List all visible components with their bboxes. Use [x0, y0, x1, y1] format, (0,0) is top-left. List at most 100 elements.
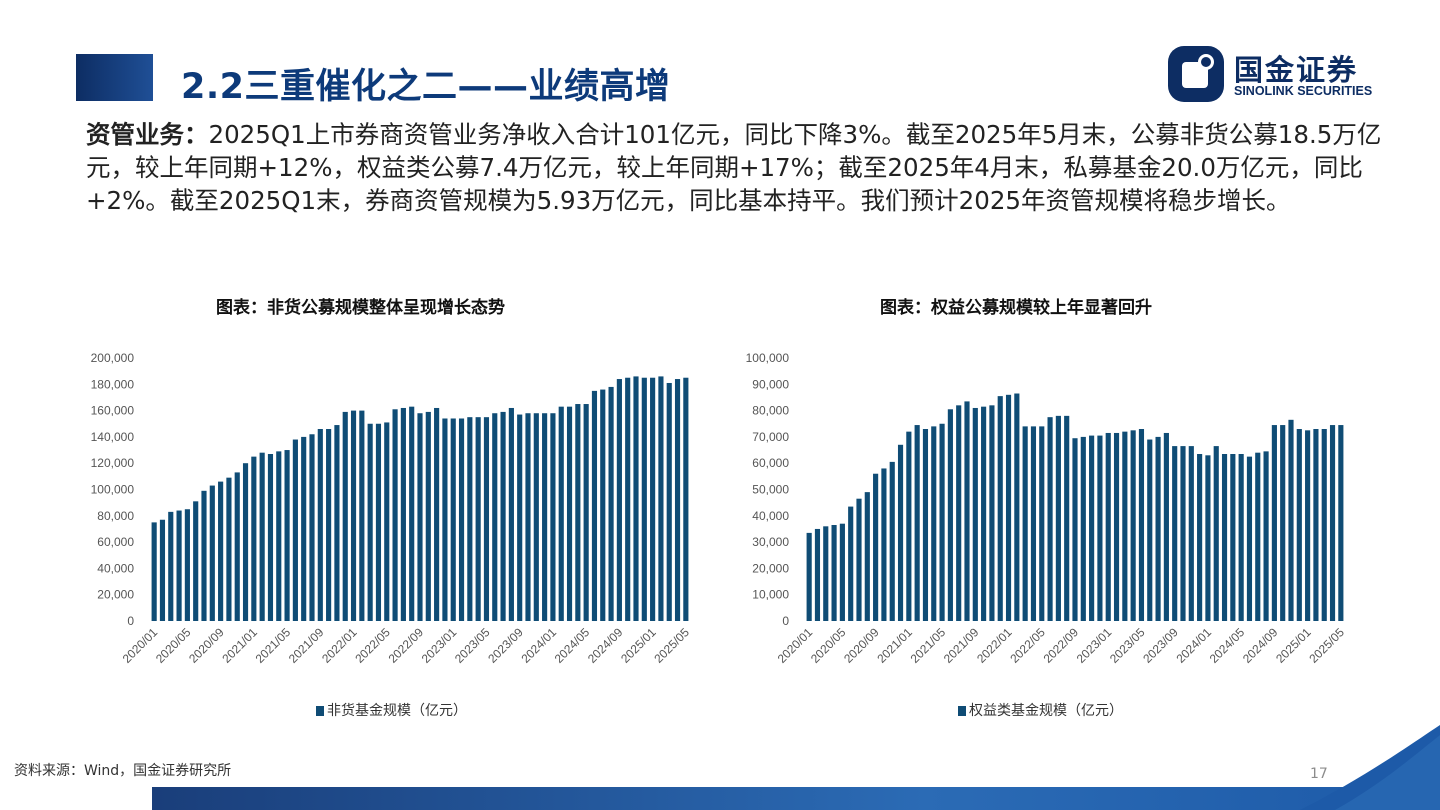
y-tick-label: 90,000: [752, 377, 789, 391]
y-tick-label: 40,000: [752, 509, 789, 523]
chart-bar: [251, 456, 257, 622]
chart-bar: [292, 439, 298, 621]
chart-bar: [475, 417, 481, 621]
chart-bar: [1263, 451, 1269, 621]
chart-bar: [1030, 426, 1037, 621]
chart-bar: [566, 406, 573, 621]
chart-bar: [1280, 425, 1286, 621]
chart-bar: [1047, 417, 1053, 621]
chart-bar: [1296, 429, 1302, 621]
chart-bar: [964, 401, 970, 621]
x-tick-label: 2021/09: [286, 625, 327, 666]
chart-bar: [276, 451, 282, 621]
x-tick-label: 2024/01: [518, 625, 559, 666]
chart-bar: [168, 511, 174, 621]
x-tick-label: 2025/01: [618, 625, 659, 666]
title-accent-bar: [76, 54, 153, 101]
chart-bar: [1180, 446, 1186, 621]
chart-bar: [1271, 425, 1277, 621]
chart-title-right: 图表：权益公募规模较上年显著回升: [880, 298, 1152, 318]
chart-bar: [326, 429, 332, 621]
chart-bar: [301, 436, 307, 621]
body-lead: 资管业务：: [86, 120, 209, 149]
chart-bar: [209, 485, 215, 621]
chart-bar: [492, 413, 498, 621]
x-tick-label: 2021/05: [908, 625, 949, 666]
x-tick-label: 2025/05: [651, 625, 692, 666]
chart-bar: [814, 528, 821, 621]
chart-bar: [409, 406, 415, 621]
y-tick-label: 100,000: [746, 351, 790, 365]
chart-bar: [1246, 456, 1253, 622]
x-tick-label: 2024/09: [585, 625, 626, 666]
chart-bar: [989, 405, 995, 621]
chart-bar: [1039, 426, 1045, 621]
chart-bar: [1138, 429, 1145, 621]
body-content: 2025Q1上市券商资管业务净收入合计101亿元，同比下降3%。截至2025年5…: [86, 120, 1382, 215]
chart-bar: [956, 405, 962, 621]
chart-bar: [434, 407, 440, 621]
legend-label: 权益类基金规模（亿元）: [969, 703, 1123, 719]
chart-bar: [650, 377, 656, 621]
legend-left: 非货基金规模（亿元）: [316, 700, 467, 720]
x-tick-label: 2023/05: [452, 625, 493, 666]
chart-bar: [1064, 415, 1070, 621]
chart-bar: [309, 434, 315, 621]
x-tick-label: 2023/01: [419, 625, 460, 666]
chart-bar: [442, 418, 448, 621]
chart-bar: [1097, 435, 1103, 621]
chart-title-left: 图表：非货公募规模整体呈现增长态势: [216, 298, 505, 318]
legend-label: 非货基金规模（亿元）: [327, 703, 467, 719]
x-tick-label: 2020/09: [186, 625, 227, 666]
chart-bar: [575, 404, 581, 621]
x-tick-label: 2020/05: [153, 625, 194, 666]
y-tick-label: 20,000: [752, 561, 789, 575]
chart-bar: [1288, 419, 1294, 621]
y-tick-label: 100,000: [91, 483, 135, 497]
y-tick-label: 80,000: [752, 404, 789, 418]
x-tick-label: 2021/01: [219, 625, 260, 666]
chart-bar: [508, 407, 514, 621]
chart-bar: [1122, 431, 1128, 621]
chart-bar: [1221, 454, 1228, 621]
chart-bar: [591, 390, 598, 622]
chart-bar: [600, 389, 606, 621]
legend-right: 权益类基金规模（亿元）: [958, 700, 1123, 720]
chart-bar: [914, 425, 920, 621]
x-tick-label: 2023/09: [1140, 625, 1181, 666]
chart-bar: [1089, 435, 1095, 621]
chart-bar: [1130, 430, 1136, 621]
y-tick-label: 60,000: [752, 456, 789, 470]
chart-bar: [375, 423, 382, 621]
logo-text-en: SINOLINK SECURITIES: [1234, 84, 1373, 98]
x-tick-label: 2024/01: [1173, 625, 1214, 666]
x-tick-label: 2023/05: [1107, 625, 1148, 666]
x-tick-label: 2020/01: [775, 625, 816, 666]
chart-bar: [658, 376, 664, 621]
chart-bar: [1213, 446, 1219, 621]
chart-bar: [417, 413, 423, 621]
chart-bar: [1005, 394, 1012, 621]
chart-bar: [831, 525, 837, 621]
sinolink-logo-icon: [1168, 46, 1224, 102]
chart-bar: [350, 410, 357, 621]
chart-bar: [889, 461, 895, 621]
chart-bar: [517, 414, 523, 621]
chart-bar: [633, 376, 639, 621]
x-tick-label: 2022/09: [1041, 625, 1082, 666]
chart-bar: [367, 423, 373, 621]
chart-bar: [184, 509, 190, 621]
chart-bar: [1329, 425, 1336, 621]
chart-bar: [1072, 438, 1078, 621]
x-tick-label: 2025/01: [1273, 625, 1314, 666]
y-tick-label: 10,000: [752, 588, 789, 602]
chart-bar: [1105, 432, 1111, 621]
chart-bar: [359, 410, 365, 621]
chart-bar: [906, 431, 912, 621]
y-tick-label: 180,000: [91, 377, 135, 391]
chart-bar: [641, 377, 647, 621]
x-tick-label: 2020/09: [841, 625, 882, 666]
x-tick-label: 2022/05: [1007, 625, 1048, 666]
y-tick-label: 30,000: [752, 535, 789, 549]
chart-bar: [450, 418, 456, 621]
